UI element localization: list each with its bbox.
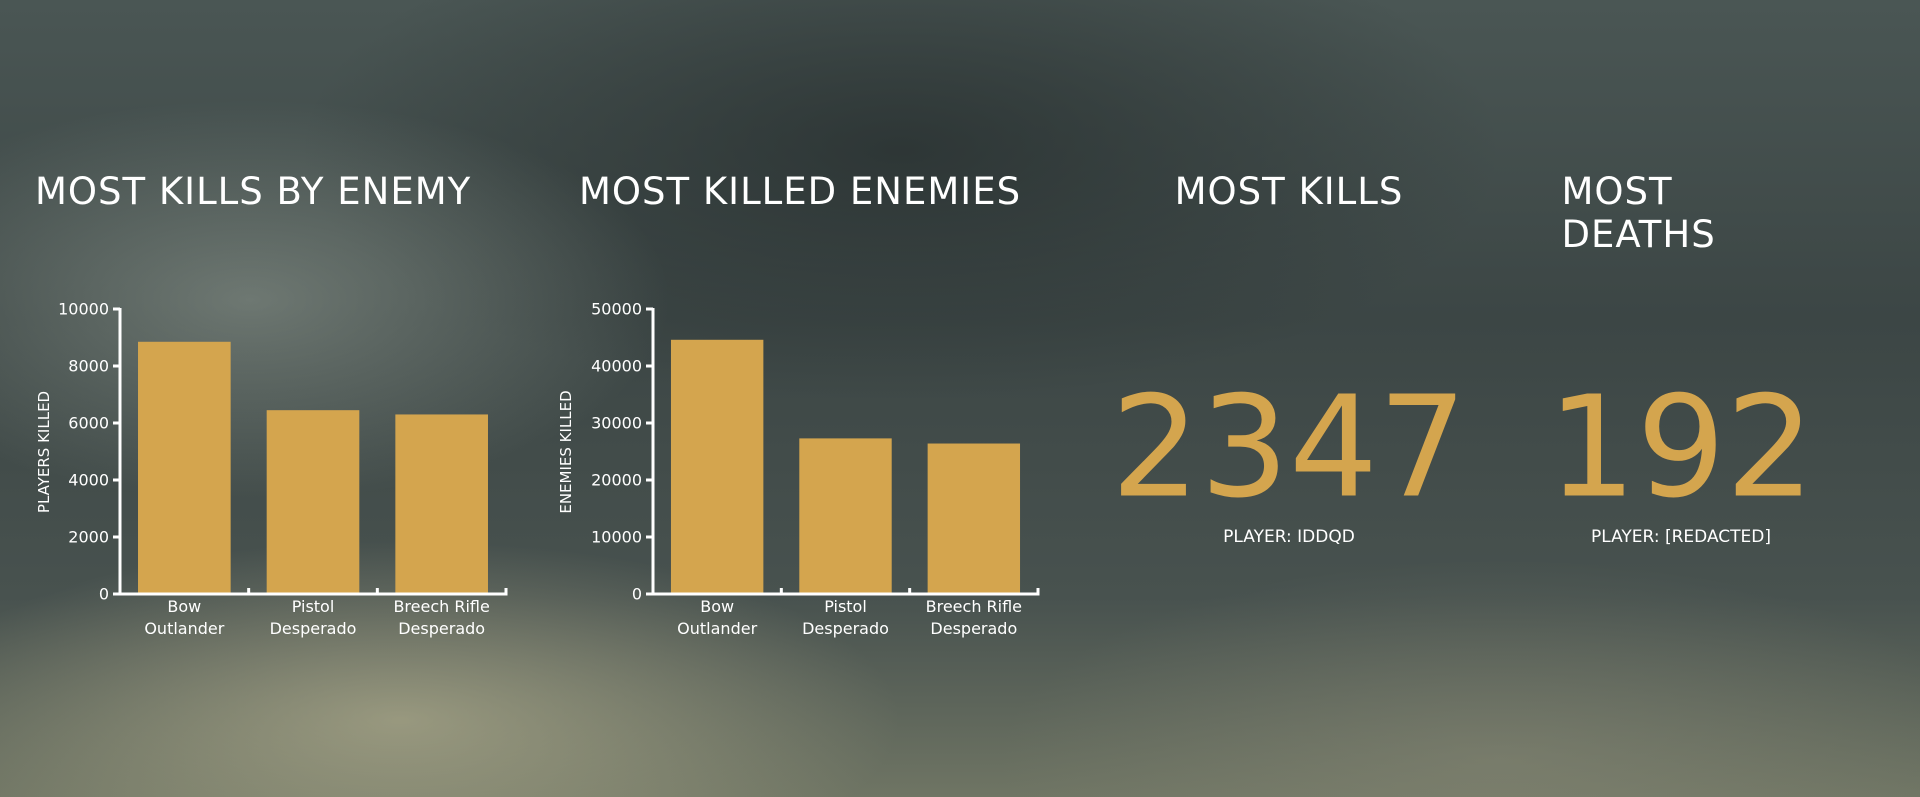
y-tick-label: 50000 xyxy=(591,299,642,319)
y-tick-label: 30000 xyxy=(591,413,642,433)
y-axis-label: ENEMIES KILLED xyxy=(557,389,575,514)
y-tick-label: 40000 xyxy=(591,356,642,376)
stat-title: MOST DEATHS xyxy=(1561,170,1716,256)
y-tick-label: 6000 xyxy=(68,413,109,433)
bar xyxy=(138,341,231,594)
bar xyxy=(266,410,360,594)
chart-title: MOST KILLS BY ENEMY xyxy=(35,170,472,213)
stat-player: PLAYER: [REDACTED] xyxy=(1591,527,1771,547)
y-tick-label: 0 xyxy=(631,584,642,604)
stat-title: MOST KILLS xyxy=(1174,170,1404,213)
bar xyxy=(927,443,1021,594)
x-tick-label: Pistol Desperado xyxy=(802,597,889,638)
x-tick-label: Bow Outlander xyxy=(677,597,758,638)
bar xyxy=(670,339,764,594)
y-tick-label: 20000 xyxy=(591,470,642,490)
y-tick-label: 2000 xyxy=(68,527,109,547)
y-tick-label: 10000 xyxy=(591,527,642,547)
bar xyxy=(395,414,488,594)
x-tick-label: Breech Rifle Desperado xyxy=(925,597,1023,638)
stat-value: 192 xyxy=(1547,366,1815,530)
y-tick-label: 10000 xyxy=(58,299,109,319)
chart-title: MOST KILLED ENEMIES xyxy=(579,170,1022,213)
x-tick-label: Bow Outlander xyxy=(144,597,225,638)
bar xyxy=(799,438,892,594)
x-tick-label: Pistol Desperado xyxy=(269,597,357,638)
stat-value: 2347 xyxy=(1110,366,1468,530)
stat-player: PLAYER: IDDQD xyxy=(1223,527,1355,547)
y-axis-label: PLAYERS KILLED xyxy=(35,390,53,513)
x-tick-label: Breech Rifle Desperado xyxy=(393,597,490,638)
y-tick-label: 0 xyxy=(98,584,109,604)
y-tick-label: 8000 xyxy=(68,356,109,376)
y-tick-label: 4000 xyxy=(68,470,109,490)
